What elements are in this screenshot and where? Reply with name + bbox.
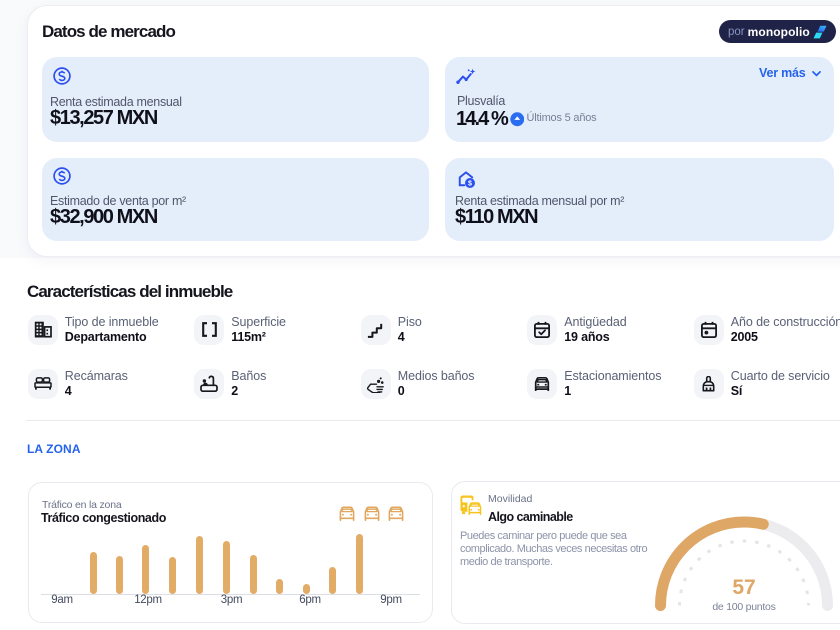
svg-text:$: $ (468, 179, 472, 187)
